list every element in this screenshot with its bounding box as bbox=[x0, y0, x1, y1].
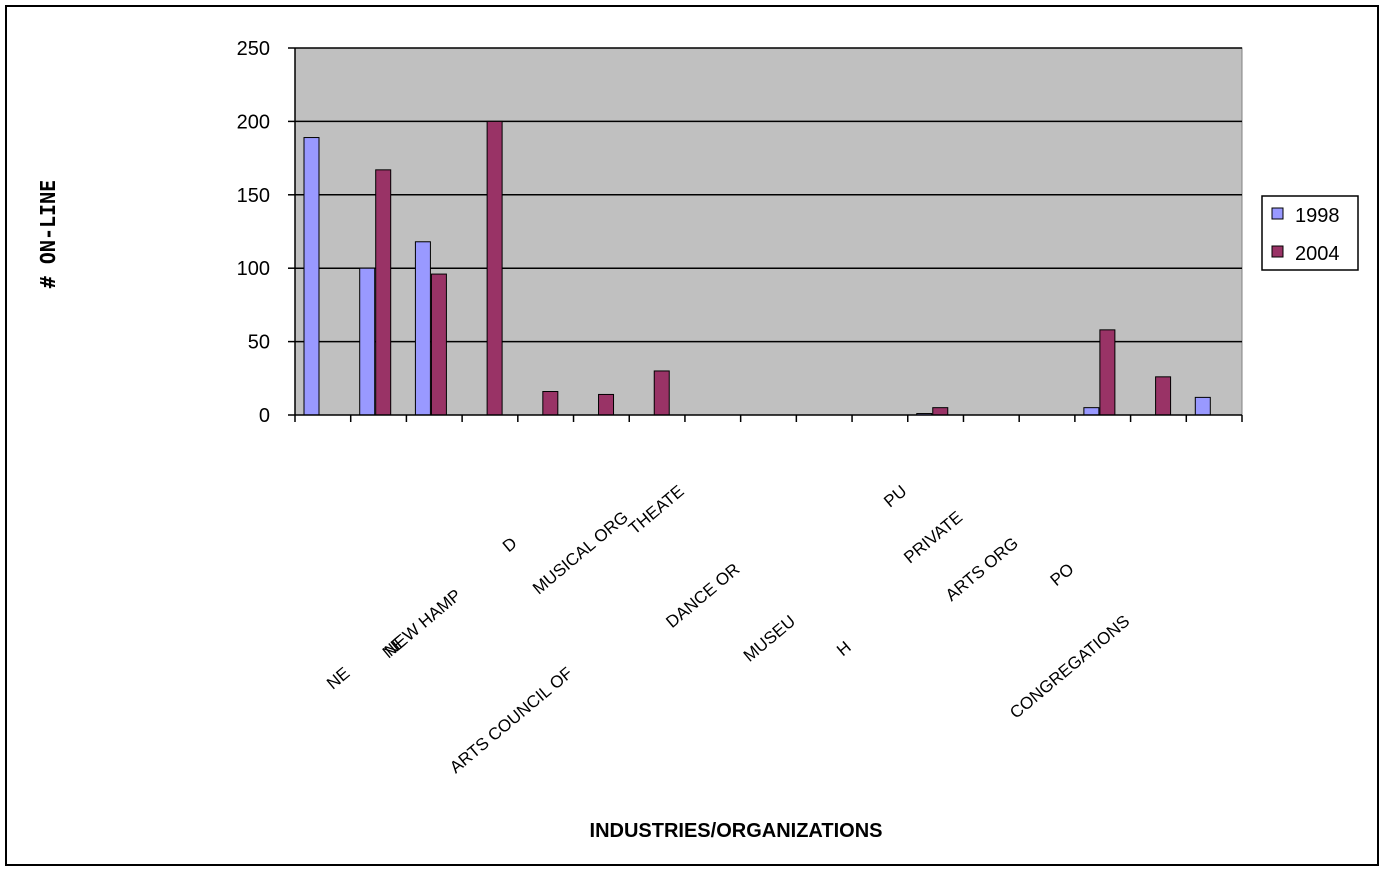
bar-2004-5 bbox=[598, 393, 615, 416]
y-tick-label: 50 bbox=[248, 332, 270, 354]
legend: 1998 2004 bbox=[1261, 195, 1359, 271]
y-tick-label: 150 bbox=[237, 185, 270, 207]
bar-2004-14 bbox=[1099, 329, 1116, 416]
x-category-label: NE bbox=[323, 664, 353, 694]
bar-1998-0 bbox=[303, 137, 320, 416]
y-tick-label: 200 bbox=[237, 111, 270, 133]
y-axis-title: # ON-LINE bbox=[36, 180, 60, 288]
plot-area bbox=[294, 47, 1243, 416]
y-tick-label: 100 bbox=[237, 258, 270, 280]
gridlines bbox=[295, 47, 1242, 343]
x-category-label: D bbox=[499, 534, 521, 556]
bar-2004-4 bbox=[542, 391, 559, 416]
bar-2004-6 bbox=[653, 370, 670, 416]
x-category-label: H bbox=[833, 638, 855, 660]
x-category-label: MUSICAL ORG bbox=[529, 508, 632, 599]
y-tick-label: 0 bbox=[259, 405, 270, 427]
x-category-label: DANCE OR bbox=[662, 560, 743, 632]
x-category-label: PU bbox=[880, 482, 910, 512]
x-category-label: ARTS COUNCIL OF bbox=[446, 664, 576, 778]
bar-1998-16 bbox=[1194, 396, 1211, 416]
bar-2004-11 bbox=[932, 407, 949, 416]
legend-label-2004: 2004 bbox=[1295, 243, 1340, 265]
x-category-label: PO bbox=[1047, 560, 1078, 590]
bar-1998-14 bbox=[1083, 407, 1100, 416]
x-category-label: THEATE bbox=[625, 482, 688, 539]
x-category-label: MUSEU bbox=[740, 612, 799, 666]
bar-2004-1 bbox=[375, 169, 392, 416]
y-tick-labels: 0 50 100 150 200 250 bbox=[237, 38, 270, 427]
x-axis-title: INDUSTRIES/ORGANIZATIONS bbox=[590, 820, 883, 842]
bar-1998-1 bbox=[359, 267, 376, 416]
legend-swatch-1998 bbox=[1271, 207, 1284, 220]
y-tick-label: 250 bbox=[237, 38, 270, 60]
x-category-label: NEW HAMP bbox=[381, 586, 465, 661]
x-category-label: CONGREGATIONS bbox=[1006, 612, 1133, 723]
x-category-label: PRIVATE bbox=[900, 508, 966, 568]
x-category-label: ARTS ORG bbox=[942, 534, 1022, 605]
legend-label-1998: 1998 bbox=[1295, 205, 1340, 227]
bar-2004-2 bbox=[430, 273, 447, 416]
bar-1998-2 bbox=[414, 241, 431, 416]
axes bbox=[288, 47, 1243, 422]
legend-swatch-2004 bbox=[1271, 245, 1284, 258]
bar-2004-15 bbox=[1155, 376, 1172, 416]
bar-2004-3 bbox=[486, 120, 503, 416]
